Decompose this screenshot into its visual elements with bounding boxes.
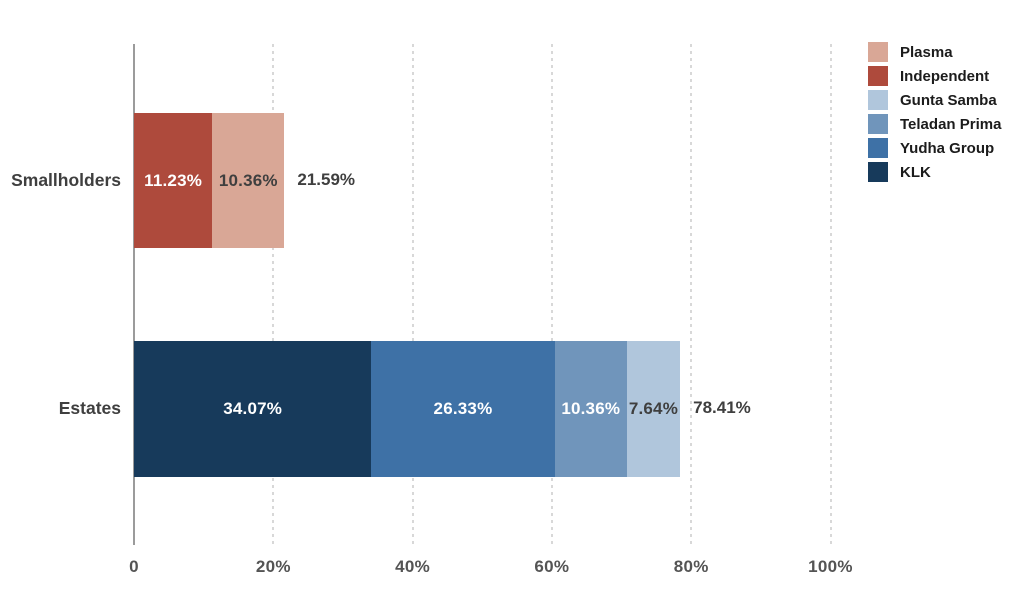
total-label-estates: 78.41% [693,398,751,417]
legend-swatch-klk [868,162,888,182]
x-axis-tick-label-0: 0 [129,557,139,576]
bar-segment-yudha-group: 26.33% [371,341,555,477]
legend: Plasma Independent Gunta Samba Teladan Prim… [868,40,1001,184]
legend-swatch-gunta-samba [868,90,888,110]
category-label-smallholders: Smallholders [11,169,121,190]
gridline-40 [411,44,414,545]
legend-item-plasma: Plasma [868,40,1001,64]
segment-value-label: 10.36% [561,399,621,418]
legend-swatch-yudha-group [868,138,888,158]
bar-segment-plasma: 10.36% [212,113,285,248]
gridline-20 [272,44,275,545]
legend-item-yudha-group: Yudha Group [868,136,1001,160]
bar-segment-independent: 11.23% [134,113,213,248]
legend-item-independent: Independent [868,64,1001,88]
legend-swatch-independent [868,66,888,86]
legend-label: Plasma [900,43,953,61]
segment-value-label: 34.07% [223,399,283,418]
segment-value-label: 26.33% [433,399,493,418]
bar-segment-gunta-samba: 7.64% [626,341,681,477]
total-label-smallholders: 21.59% [297,169,356,189]
bar-segment-teladan-prima: 10.36% [554,341,627,477]
segment-value-label: 7.64% [628,399,679,418]
y-axis-line [133,44,135,545]
segment-value-label: 10.36% [218,170,278,190]
legend-swatch-teladan-prima [868,114,888,134]
legend-label: Gunta Samba [900,91,997,109]
bar-smallholders: 11.23% 10.36% [134,113,285,248]
legend-label: Teladan Prima [900,115,1002,133]
legend-label: KLK [900,163,931,181]
gridline-60 [550,44,553,545]
bar-estates: 34.07% 26.33% 10.36% 7.64% [134,341,681,477]
x-axis-tick-label-40: 40% [395,557,431,576]
legend-item-teladan-prima: Teladan Prima [868,112,1001,136]
legend-swatch-plasma [868,42,888,62]
gridline-80 [690,44,693,545]
legend-item-klk: KLK [868,160,1001,184]
x-axis-tick-label-20: 20% [255,557,291,576]
x-axis-tick-label-100: 100% [808,557,853,576]
x-axis-tick-label-60: 60% [534,557,570,576]
bar-segment-klk: 34.07% [134,341,372,477]
x-axis-tick-label-80: 80% [673,557,709,576]
legend-label: Yudha Group [900,139,995,157]
legend-label: Independent [900,67,990,85]
category-label-estates: Estates [58,398,121,418]
segment-value-label: 11.23% [144,170,203,190]
gridline-100 [829,44,832,545]
legend-item-gunta-samba: Gunta Samba [868,88,1001,112]
